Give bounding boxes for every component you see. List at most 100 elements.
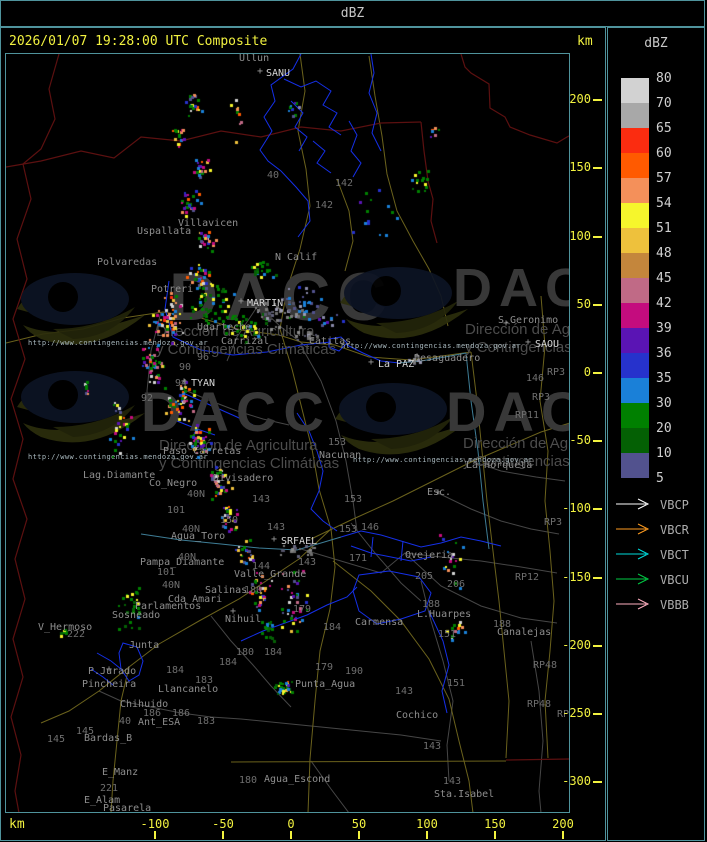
map-town-label: L.Huarpes bbox=[417, 609, 472, 620]
dbz-scale-value: 35 bbox=[656, 371, 672, 386]
map-town-label: P.Jurado bbox=[88, 666, 137, 677]
x-axis-tick-label: -50 bbox=[212, 817, 234, 831]
map-route-label: 179 bbox=[315, 662, 334, 673]
y-axis-tick-label: -50 bbox=[569, 433, 591, 447]
y-axis-tick-label: 200 bbox=[569, 92, 591, 106]
map-route-label: 206 bbox=[447, 579, 466, 590]
map-route-label: 142 bbox=[335, 178, 354, 189]
dbz-scale-value: 54 bbox=[656, 196, 672, 211]
map-town-label: Ovejeria bbox=[405, 550, 454, 561]
map-route-label: 40N bbox=[187, 489, 206, 500]
dbz-scale-value: 30 bbox=[656, 396, 672, 411]
map-town-label: Divisadero bbox=[213, 473, 274, 484]
x-axis-tick-label: 50 bbox=[351, 817, 367, 831]
dbz-scale-swatch bbox=[621, 103, 649, 128]
map-town-label: Ant_ESA bbox=[138, 717, 181, 728]
dbz-scale-value: 70 bbox=[656, 96, 672, 111]
map-town-label: Paso_Carretas bbox=[163, 446, 242, 457]
y-axis-tick-label: 100 bbox=[569, 229, 591, 243]
y-axis-tick bbox=[593, 440, 602, 442]
x-axis-tick-label: 100 bbox=[416, 817, 438, 831]
dbz-scale-value: 5 bbox=[656, 471, 664, 486]
y-axis-tick bbox=[593, 645, 602, 647]
map-route-label: 40 bbox=[119, 716, 132, 727]
station-legend-label: VBBB bbox=[660, 598, 689, 612]
map-town-label: Valle_Grande bbox=[234, 569, 307, 580]
map-route-label: 40N bbox=[162, 580, 181, 591]
dbz-scale-value: 60 bbox=[656, 146, 672, 161]
map-site-cross-marker: + bbox=[503, 318, 510, 329]
map-site-cross-marker: + bbox=[414, 351, 421, 362]
map-town-label: Nacunan bbox=[319, 450, 362, 461]
x-axis-tick bbox=[222, 831, 224, 839]
legend-title: dBZ bbox=[644, 36, 668, 51]
map-route-label: 150 bbox=[220, 515, 239, 526]
map-route-label: 92 bbox=[141, 393, 154, 404]
dbz-scale-value: 42 bbox=[656, 296, 672, 311]
map-site-cross-marker: + bbox=[181, 376, 188, 387]
map-route-label: 180 bbox=[239, 775, 258, 786]
map-town-label: Sosneado bbox=[112, 610, 161, 621]
map-route-label: 151 bbox=[438, 629, 457, 640]
map-town-label: Agua_Toro bbox=[171, 531, 226, 542]
y-axis-tick bbox=[593, 372, 602, 374]
map-town-label: Canalejas bbox=[497, 627, 552, 638]
map-route-label: 184 bbox=[323, 622, 342, 633]
map-route-label: 153 bbox=[339, 524, 358, 535]
map-town-label: Pincheira bbox=[82, 679, 137, 690]
y-axis-tick bbox=[593, 713, 602, 715]
map-route-label: RP3 bbox=[547, 367, 566, 378]
map-station-label: SANU bbox=[266, 68, 291, 79]
map-route-label: 183 bbox=[197, 716, 216, 727]
dbz-scale-swatch bbox=[621, 153, 649, 178]
map-route-label: 184 bbox=[264, 647, 283, 658]
map-route-label: 146 bbox=[526, 373, 545, 384]
map-town-label: Nihuil bbox=[225, 614, 262, 625]
map-route-label: 90 bbox=[179, 362, 192, 373]
map-town-label: Llancanelo bbox=[158, 684, 219, 695]
map-route-label: 145 bbox=[47, 734, 66, 745]
map-route-label: 40N bbox=[178, 552, 197, 563]
dbz-scale-swatch bbox=[621, 428, 649, 453]
map-site-cross-marker: + bbox=[230, 606, 237, 617]
y-axis-tick bbox=[593, 781, 602, 783]
y-axis-tick-label: -100 bbox=[562, 501, 591, 515]
dbz-scale-value: 65 bbox=[656, 121, 672, 136]
map-route-label: 153 bbox=[328, 437, 347, 448]
map-route-label: 146 bbox=[361, 522, 380, 533]
map-town-label: Carrizal bbox=[221, 336, 270, 347]
map-station-label: TYAN bbox=[191, 378, 216, 389]
map-town-label: Parlamentos bbox=[135, 601, 202, 612]
map-route-label: 40N bbox=[182, 524, 201, 535]
dbz-scale-swatch bbox=[621, 78, 649, 103]
map-site-cross-marker: + bbox=[271, 534, 278, 545]
map-route-label: 184 bbox=[166, 665, 185, 676]
map-town-label: Punta_Agua bbox=[295, 679, 356, 690]
map-route-label: 143 bbox=[267, 522, 286, 533]
dbz-scale-swatch bbox=[621, 303, 649, 328]
x-axis-tick-label: -100 bbox=[140, 817, 170, 831]
x-axis-tick bbox=[154, 831, 156, 839]
map-route-label: 101 bbox=[167, 505, 186, 516]
dbz-scale-value: 48 bbox=[656, 246, 672, 261]
map-route-label: RP11 bbox=[515, 410, 540, 421]
map-route-label: 184 bbox=[219, 657, 238, 668]
radar-map-viewport[interactable]: DACCDirección de Agricultura y Contingen… bbox=[5, 53, 570, 813]
map-route-label: RP bbox=[557, 709, 570, 720]
y-axis-tick-label: 150 bbox=[569, 160, 591, 174]
x-axis-tick bbox=[494, 831, 496, 839]
map-town-label: Esc. bbox=[427, 487, 452, 498]
y-axis-tick bbox=[593, 99, 602, 101]
map-route-label: 188 bbox=[493, 619, 512, 630]
y-axis-tick bbox=[593, 508, 602, 510]
y-axis-tick bbox=[593, 577, 602, 579]
map-town-label: Polvaredas bbox=[97, 257, 158, 268]
map-town-label: S.Geronimo bbox=[498, 315, 559, 326]
map-route-label: 171 bbox=[349, 553, 368, 564]
dbz-scale-value: 80 bbox=[656, 71, 672, 86]
station-legend-label: VBCR bbox=[660, 523, 689, 537]
map-route-label: 179 bbox=[293, 604, 312, 615]
dbz-scale-swatch bbox=[621, 403, 649, 428]
map-station-label: La PAZ bbox=[378, 359, 415, 370]
y-axis-tick-label: -250 bbox=[562, 706, 591, 720]
